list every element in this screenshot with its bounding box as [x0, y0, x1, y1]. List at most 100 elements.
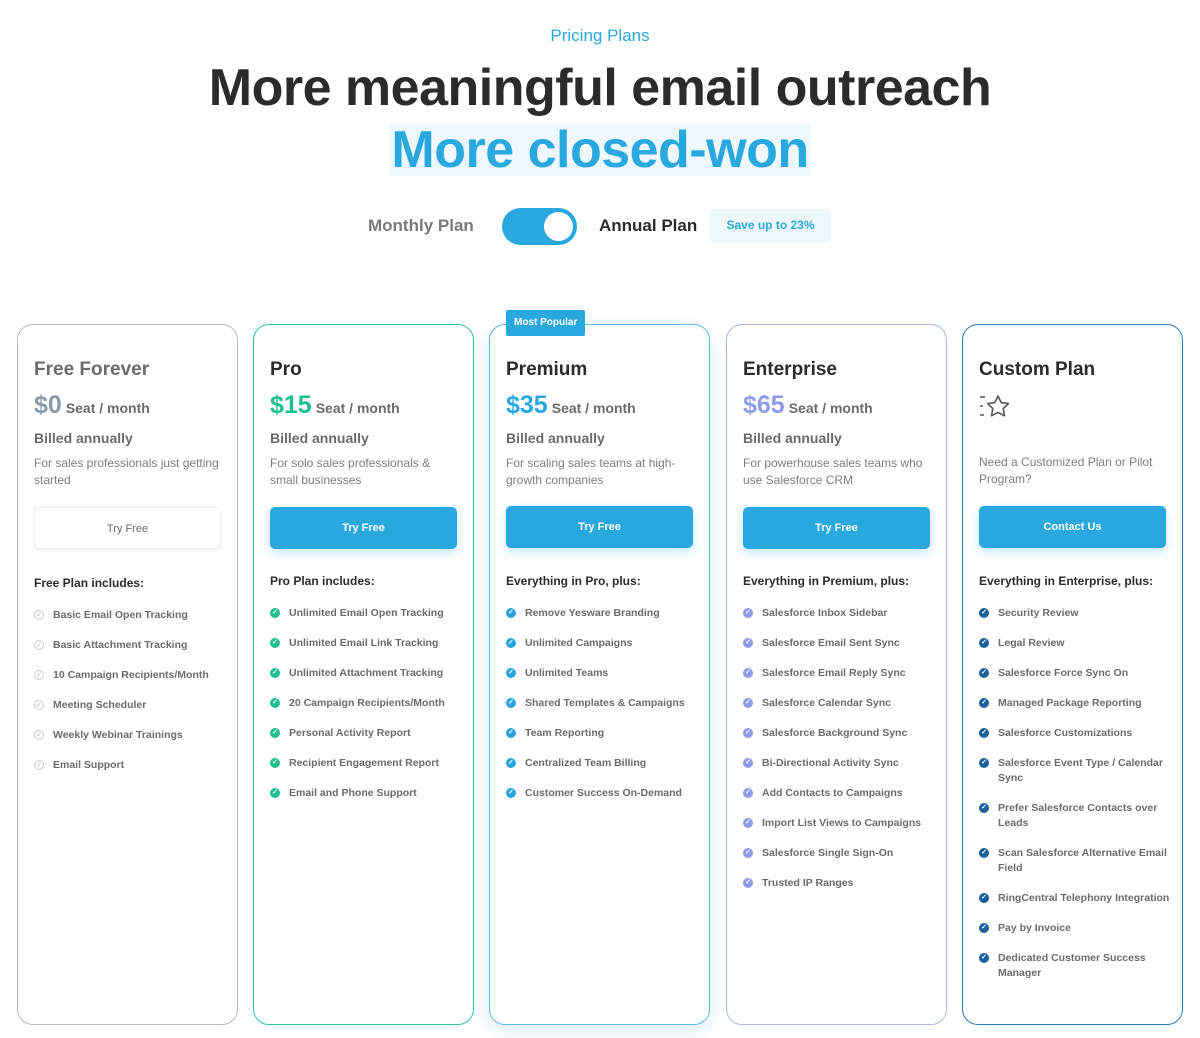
feature-label: RingCentral Telephony Integration [998, 892, 1170, 904]
check-circle-icon: ✓ [743, 878, 753, 888]
check-circle-icon: ✓ [34, 640, 44, 650]
plan-title: Free Forever [34, 359, 150, 380]
feature-item: ✓ 20 Campaign Recipients/Month [270, 696, 462, 711]
check-circle-icon: ✓ [270, 728, 280, 738]
feature-item: ✓ Bi-Directional Activity Sync [743, 756, 935, 771]
feature-label: Trusted IP Ranges [762, 877, 854, 889]
feature-item: ✓ Email Support [34, 758, 226, 773]
annual-plan-label[interactable]: Annual Plan [599, 216, 698, 235]
plan-price: $65 [743, 391, 785, 419]
check-circle-icon: ✓ [506, 758, 516, 768]
feature-label: Unlimited Email Link Tracking [289, 637, 439, 649]
check-circle-icon: ✓ [506, 638, 516, 648]
billing-toggle-row: Monthly Plan Annual Plan Save up to 23% [0, 207, 1200, 245]
check-circle-icon: ✓ [979, 608, 989, 618]
feature-label: Email and Phone Support [289, 787, 417, 799]
feature-label: Unlimited Email Open Tracking [289, 607, 444, 619]
plan-price: $0 [34, 391, 62, 419]
plan-description: For scaling sales teams at high-growth c… [506, 456, 676, 487]
feature-label: Bi-Directional Activity Sync [762, 757, 899, 769]
check-circle-icon: ✓ [743, 698, 753, 708]
check-circle-icon: ✓ [979, 638, 989, 648]
feature-item: ✓ RingCentral Telephony Integration [979, 891, 1171, 906]
feature-label: Security Review [998, 607, 1079, 619]
toggle-knob [544, 212, 573, 241]
plan-title: Enterprise [743, 359, 837, 380]
price-unit: Seat / month [65, 400, 150, 416]
feature-label: Basic Attachment Tracking [53, 639, 188, 651]
feature-label: Salesforce Single Sign-On [762, 847, 894, 859]
feature-label: Import List Views to Campaigns [762, 817, 922, 829]
feature-item: ✓ Scan Salesforce Alternative Email Field [979, 846, 1171, 876]
feature-item: ✓ Unlimited Teams [506, 666, 698, 681]
check-circle-icon: ✓ [270, 638, 280, 648]
feature-label: Prefer Salesforce Contacts over Leads [998, 802, 1158, 829]
check-circle-icon: ✓ [979, 728, 989, 738]
check-circle-icon: ✓ [743, 758, 753, 768]
price-unit: Seat / month [788, 400, 873, 416]
check-circle-icon: ✓ [270, 758, 280, 768]
feature-label: 10 Campaign Recipients/Month [53, 669, 209, 681]
feature-item: ✓ Unlimited Email Open Tracking [270, 606, 462, 621]
feature-label: Pay by Invoice [998, 922, 1071, 934]
plan-description: For sales professionals just getting sta… [34, 456, 219, 487]
check-circle-icon: ✓ [979, 803, 989, 813]
plan-price-row: $35 Seat / month [506, 391, 636, 420]
feature-label: Salesforce Event Type / Calendar Sync [998, 757, 1163, 784]
section-eyebrow: Pricing Plans [550, 26, 650, 45]
feature-label: Team Reporting [525, 727, 605, 739]
feature-item: ✓ Personal Activity Report [270, 726, 462, 741]
feature-label: Centralized Team Billing [525, 757, 647, 769]
feature-list: ✓ Remove Yesware Branding ✓ Unlimited Campa… [506, 606, 698, 816]
check-circle-icon: ✓ [270, 788, 280, 798]
feature-item: ✓ Salesforce Background Sync [743, 726, 935, 741]
billing-note: Billed annually [34, 430, 133, 446]
feature-item: ✓ Unlimited Attachment Tracking [270, 666, 462, 681]
feature-item: ✓ Team Reporting [506, 726, 698, 741]
check-circle-icon: ✓ [34, 700, 44, 710]
try-free-button[interactable]: Try Free [34, 507, 221, 549]
feature-item: ✓ Legal Review [979, 636, 1171, 651]
feature-item: ✓ Shared Templates & Campaigns [506, 696, 698, 711]
feature-label: Meeting Scheduler [53, 699, 147, 711]
includes-heading: Pro Plan includes: [270, 574, 375, 588]
feature-label: Salesforce Customizations [998, 727, 1133, 739]
try-free-button[interactable]: Try Free [743, 507, 930, 549]
check-circle-icon: ✓ [270, 668, 280, 678]
plan-title: Custom Plan [979, 359, 1096, 380]
feature-label: Scan Salesforce Alternative Email Field [998, 847, 1167, 874]
page-title: More meaningful email outreach [208, 59, 992, 117]
monthly-plan-label[interactable]: Monthly Plan [368, 216, 474, 235]
feature-item: ✓ Remove Yesware Branding [506, 606, 698, 621]
plan-description: For powerhouse sales teams who use Sales… [743, 456, 923, 487]
feature-item: ✓ Salesforce Force Sync On [979, 666, 1171, 681]
feature-label: Salesforce Inbox Sidebar [762, 607, 888, 619]
feature-label: Salesforce Force Sync On [998, 667, 1129, 679]
try-free-button[interactable]: Try Free [506, 506, 693, 548]
check-circle-icon: ✓ [34, 730, 44, 740]
check-circle-icon: ✓ [743, 848, 753, 858]
plan-card-enterprise: Enterprise $65 Seat / month Billed annually… [726, 324, 947, 1025]
feature-list: ✓ Salesforce Inbox Sidebar ✓ Salesforce Ema… [743, 606, 935, 906]
feature-label: Recipient Engagement Report [289, 757, 439, 769]
contact-us-button[interactable]: Contact Us [979, 506, 1166, 548]
try-free-button[interactable]: Try Free [270, 507, 457, 549]
feature-label: Remove Yesware Branding [525, 607, 660, 619]
feature-item: ✓ Weekly Webinar Trainings [34, 728, 226, 743]
feature-label: Unlimited Campaigns [525, 637, 633, 649]
price-unit: Seat / month [551, 400, 636, 416]
check-circle-icon: ✓ [743, 788, 753, 798]
billing-period-toggle[interactable] [502, 208, 577, 245]
star-icon [980, 395, 1010, 417]
feature-label: Weekly Webinar Trainings [53, 729, 183, 741]
plan-description: Need a Customized Plan or Pilot Program? [979, 455, 1153, 486]
includes-heading: Everything in Premium, plus: [743, 574, 910, 588]
feature-label: Salesforce Calendar Sync [762, 697, 891, 709]
feature-label: Legal Review [998, 637, 1065, 649]
feature-item: ✓ Salesforce Event Type / Calendar Sync [979, 756, 1171, 786]
price-unit: Seat / month [315, 400, 400, 416]
check-circle-icon: ✓ [506, 668, 516, 678]
check-circle-icon: ✓ [506, 728, 516, 738]
feature-item: ✓ Customer Success On-Demand [506, 786, 698, 801]
check-circle-icon: ✓ [743, 638, 753, 648]
